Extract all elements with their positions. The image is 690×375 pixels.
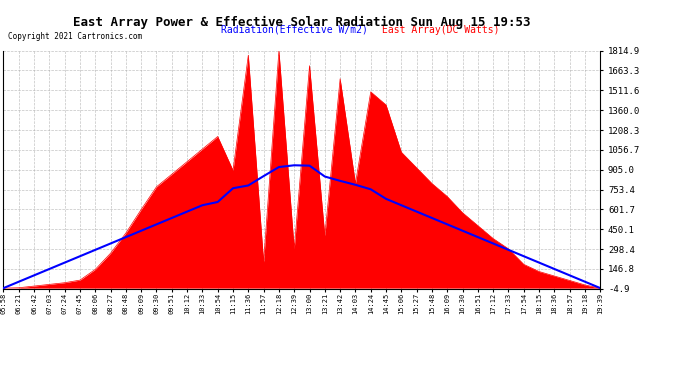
- Text: Radiation(Effective W/m2): Radiation(Effective W/m2): [221, 25, 368, 35]
- Text: Copyright 2021 Cartronics.com: Copyright 2021 Cartronics.com: [8, 32, 142, 41]
- Text: East Array(DC Watts): East Array(DC Watts): [382, 25, 500, 35]
- Title: East Array Power & Effective Solar Radiation Sun Aug 15 19:53: East Array Power & Effective Solar Radia…: [73, 15, 531, 28]
